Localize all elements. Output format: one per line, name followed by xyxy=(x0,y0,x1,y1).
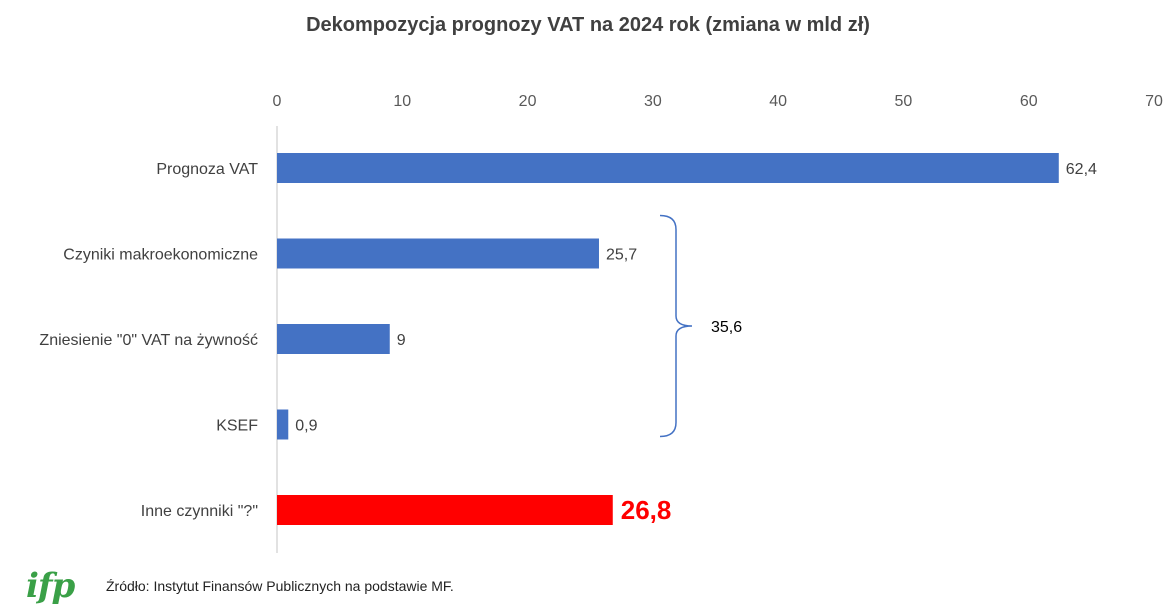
data-label: 26,8 xyxy=(621,495,672,525)
brace-group: 35,6 xyxy=(659,214,742,438)
brace-sum-label: 35,6 xyxy=(711,319,742,336)
category-label: Zniesienie "0" VAT na żywność xyxy=(39,332,258,349)
category-label: Czyniki makroekonomiczne xyxy=(63,247,258,264)
bar xyxy=(277,324,390,354)
x-tick-label: 60 xyxy=(1020,93,1038,110)
bars: Prognoza VAT 62,4 Czyniki makroekonomiczne… xyxy=(39,153,1097,525)
bar-highlight xyxy=(277,495,613,525)
category-label: KSEF xyxy=(216,418,258,435)
bar xyxy=(277,409,289,440)
x-tick-label: 30 xyxy=(644,93,662,110)
chart-title: Dekompozycja prognozy VAT na 2024 rok (z… xyxy=(306,14,870,36)
x-tick-label: 40 xyxy=(769,93,787,110)
x-tick-label: 50 xyxy=(895,93,913,110)
category-label: Prognoza VAT xyxy=(156,161,258,178)
data-label: 25,7 xyxy=(606,247,637,264)
data-label: 9 xyxy=(397,332,406,349)
category-label: Inne czynniki "?" xyxy=(141,503,258,520)
data-label: 0,9 xyxy=(295,418,317,435)
source-note: Źródło: Instytut Finansów Publicznych na… xyxy=(106,578,454,594)
grouping-brace xyxy=(659,214,693,438)
x-tick-label: 0 xyxy=(273,93,282,110)
bar xyxy=(277,238,599,269)
x-tick-label: 10 xyxy=(393,93,411,110)
bar xyxy=(277,153,1059,183)
x-axis-ticks: 0 10 20 30 40 50 60 70 xyxy=(273,93,1163,110)
data-label: 62,4 xyxy=(1066,161,1097,178)
ifp-logo: ifp xyxy=(26,566,75,606)
x-tick-label: 20 xyxy=(519,93,537,110)
x-tick-label: 70 xyxy=(1145,93,1163,110)
